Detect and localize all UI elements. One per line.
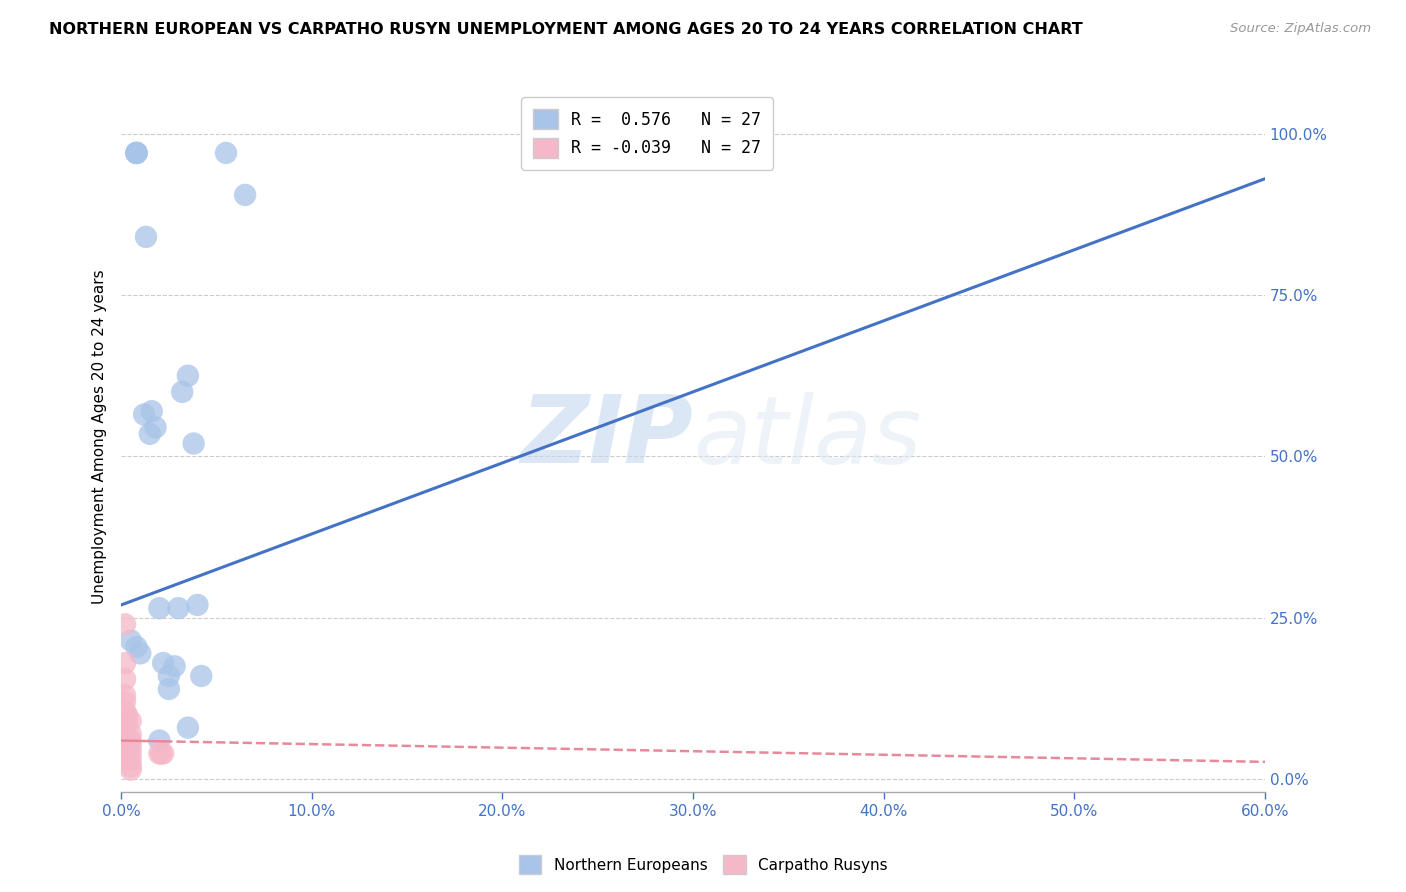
Point	[114, 714, 136, 729]
Point	[152, 747, 174, 761]
Point	[172, 384, 194, 399]
Point	[114, 656, 136, 670]
Point	[177, 721, 200, 735]
Point	[120, 763, 142, 777]
Point	[114, 705, 136, 719]
Point	[148, 601, 170, 615]
Point	[233, 188, 256, 202]
Point	[157, 669, 180, 683]
Point	[163, 659, 186, 673]
Point	[145, 420, 167, 434]
Point	[190, 669, 212, 683]
Point	[167, 601, 190, 615]
Point	[114, 617, 136, 632]
Point	[120, 727, 142, 741]
Point	[120, 633, 142, 648]
Point	[148, 747, 170, 761]
Point	[125, 145, 148, 160]
Text: NORTHERN EUROPEAN VS CARPATHO RUSYN UNEMPLOYMENT AMONG AGES 20 TO 24 YEARS CORRE: NORTHERN EUROPEAN VS CARPATHO RUSYN UNEM…	[49, 22, 1083, 37]
Legend: R =  0.576   N = 27, R = -0.039   N = 27: R = 0.576 N = 27, R = -0.039 N = 27	[522, 97, 773, 169]
Text: Source: ZipAtlas.com: Source: ZipAtlas.com	[1230, 22, 1371, 36]
Point	[141, 404, 163, 418]
Point	[135, 230, 157, 244]
Text: ZIP: ZIP	[520, 391, 693, 483]
Point	[120, 714, 142, 729]
Point	[183, 436, 205, 450]
Point	[125, 145, 148, 160]
Point	[125, 145, 148, 160]
Point	[150, 747, 173, 761]
Point	[120, 747, 142, 761]
Legend: Northern Europeans, Carpatho Rusyns: Northern Europeans, Carpatho Rusyns	[512, 849, 894, 880]
Point	[139, 426, 162, 441]
Y-axis label: Unemployment Among Ages 20 to 24 years: Unemployment Among Ages 20 to 24 years	[93, 269, 107, 605]
Point	[115, 707, 138, 722]
Point	[129, 646, 152, 660]
Point	[118, 739, 141, 754]
Point	[120, 759, 142, 773]
Point	[186, 598, 208, 612]
Point	[177, 368, 200, 383]
Point	[125, 145, 148, 160]
Point	[157, 681, 180, 696]
Point	[120, 733, 142, 747]
Point	[152, 656, 174, 670]
Point	[118, 733, 141, 747]
Text: atlas: atlas	[693, 392, 921, 483]
Point	[115, 731, 138, 745]
Point	[114, 689, 136, 703]
Point	[120, 753, 142, 767]
Point	[114, 727, 136, 741]
Point	[118, 753, 141, 767]
Point	[118, 747, 141, 761]
Point	[115, 714, 138, 729]
Point	[148, 733, 170, 747]
Point	[114, 672, 136, 686]
Point	[114, 733, 136, 747]
Point	[125, 640, 148, 654]
Point	[215, 145, 238, 160]
Point	[120, 739, 142, 754]
Point	[114, 695, 136, 709]
Point	[132, 408, 155, 422]
